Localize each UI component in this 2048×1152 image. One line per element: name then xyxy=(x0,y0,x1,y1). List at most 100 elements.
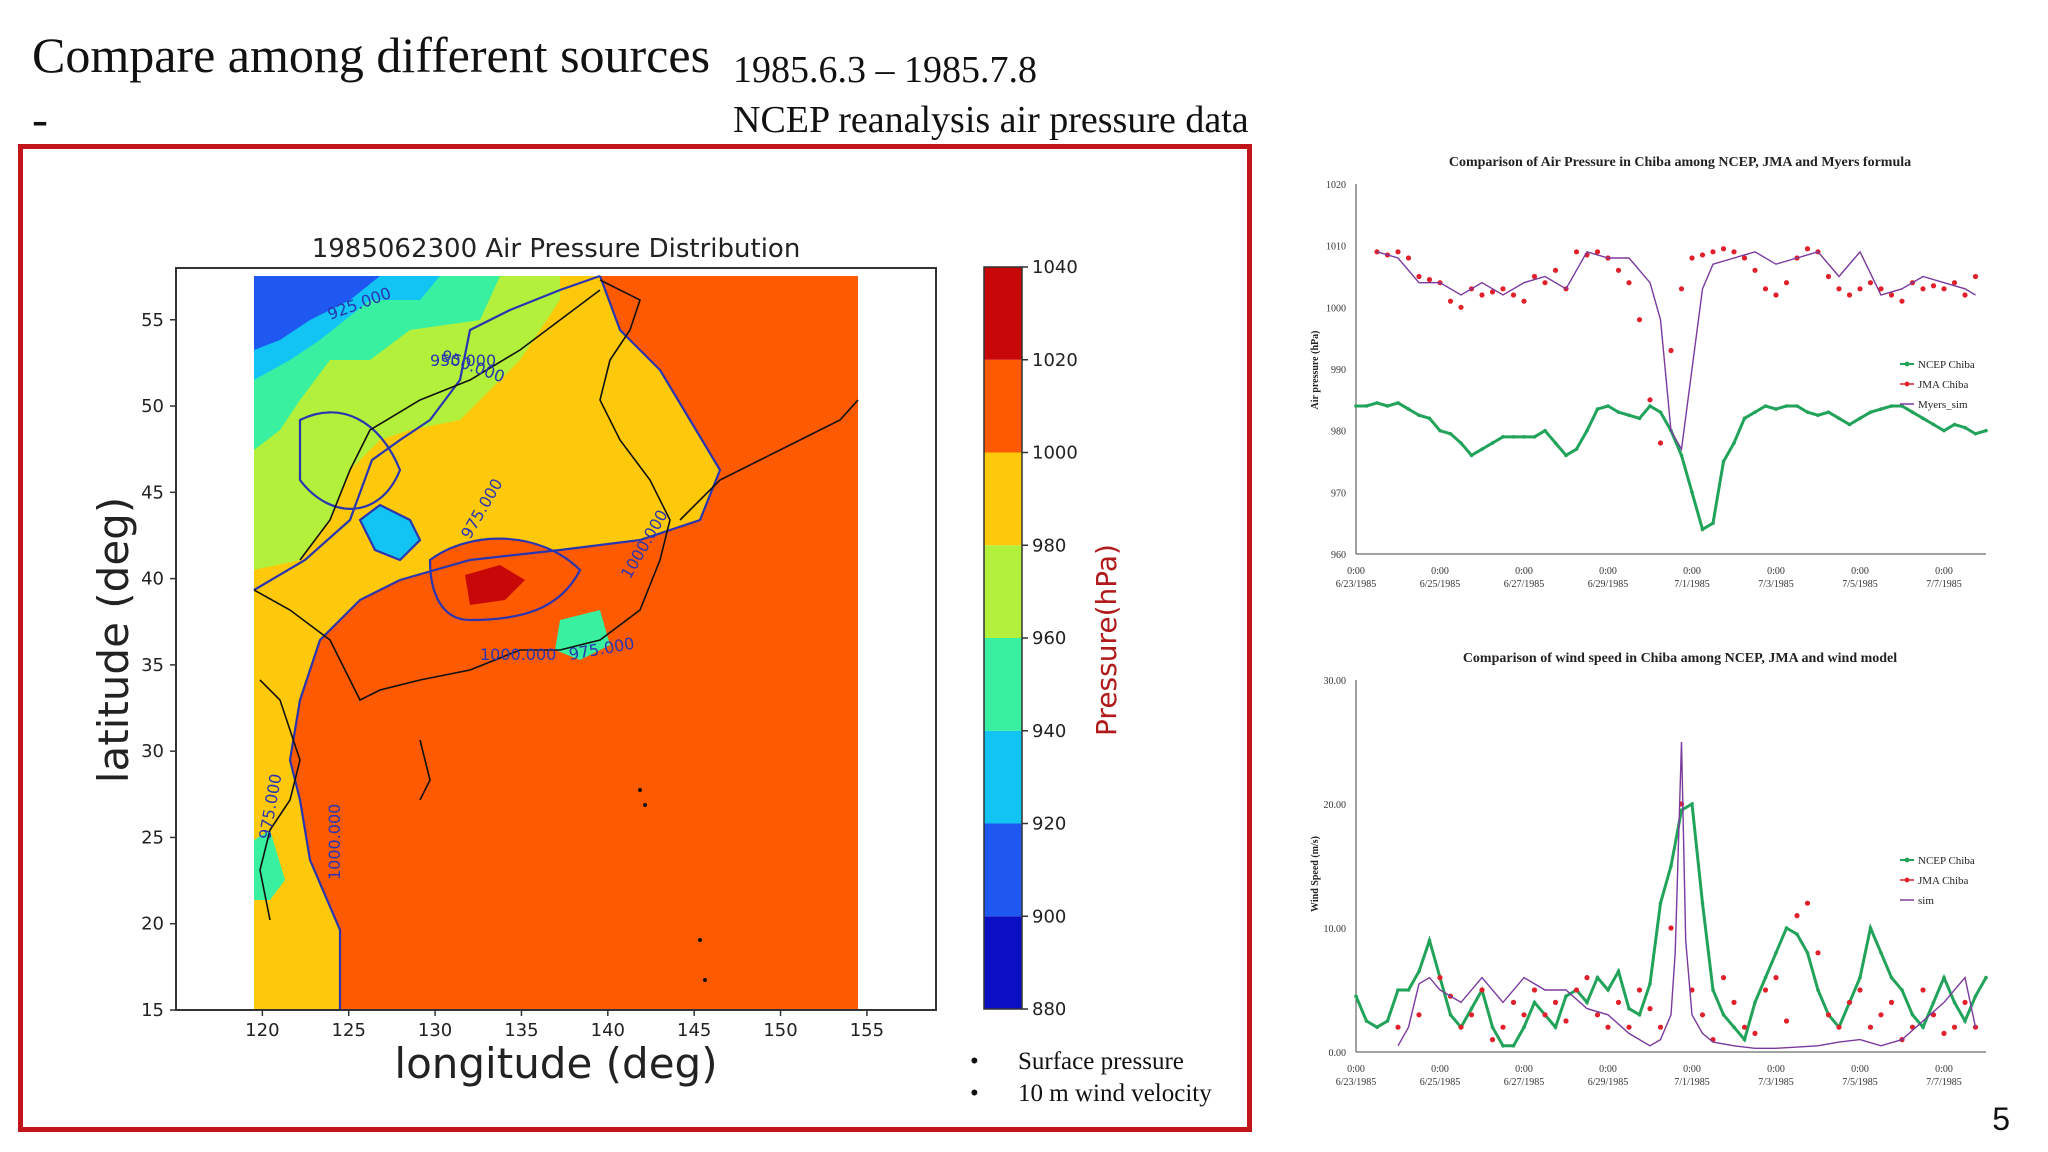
map-ylabel: latitude (deg) xyxy=(89,497,138,783)
jma-point xyxy=(1657,1024,1664,1030)
colorbar-tick-label: 980 xyxy=(1032,535,1066,556)
map-xlabel: longitude (deg) xyxy=(394,1039,717,1088)
colorbar-tick-label: 900 xyxy=(1032,906,1066,927)
jma-point xyxy=(1857,286,1863,292)
legend-label: JMA Chiba xyxy=(1918,875,1969,887)
series-sim-line xyxy=(1397,741,1977,1049)
jma-point xyxy=(1825,273,1832,280)
ncep-point xyxy=(1732,441,1736,445)
jma-point xyxy=(1668,347,1674,354)
ncep-point xyxy=(1679,453,1684,458)
x-tick-label: 0:00 7/7/1985 xyxy=(1926,1064,1962,1088)
jma-point xyxy=(1437,975,1443,981)
jma-point xyxy=(1647,1006,1653,1012)
ncep-point xyxy=(1522,1025,1526,1029)
ncep-point xyxy=(1816,988,1820,992)
jma-point xyxy=(1668,925,1674,931)
date-range: 1985.6.3 – 1985.7.8 xyxy=(733,49,1037,91)
legend-marker xyxy=(1904,877,1910,883)
map-x-tick-label: 135 xyxy=(504,1020,538,1041)
jma-point xyxy=(1552,267,1559,273)
jma-point xyxy=(1573,987,1580,993)
map-y-tick-label: 25 xyxy=(141,827,164,848)
colorbar-segment xyxy=(984,916,1022,1009)
ncep-point xyxy=(1858,975,1862,980)
x-tick-label: 0:00 6/27/1985 xyxy=(1504,566,1545,590)
ncep-point xyxy=(1711,988,1715,992)
colorbar-tick-label: 1000 xyxy=(1032,443,1078,464)
ncep-point xyxy=(1763,975,1768,980)
ncep-point xyxy=(1669,864,1673,868)
jma-point xyxy=(1962,999,1968,1005)
ncep-point xyxy=(1910,410,1915,414)
colorbar-segment xyxy=(984,359,1022,453)
jma-point xyxy=(1783,280,1790,286)
map-y-tick-label: 40 xyxy=(141,569,164,590)
ncep-point xyxy=(1606,404,1610,408)
map-x-ticks: 120 125 130 135 140 145 150 155 xyxy=(245,1010,884,1041)
bullet-item: 10 m wind velocity xyxy=(970,1080,1212,1108)
slide-subtitle: NCEP reanalysis air pressure data xyxy=(733,99,1249,141)
ncep-point xyxy=(1847,422,1852,427)
map-axes-frame xyxy=(175,267,937,1011)
ncep-point xyxy=(1889,975,1894,980)
map-y-tick-label: 35 xyxy=(141,655,164,676)
y-tick-label: 0.00 xyxy=(1329,1048,1347,1059)
ncep-point xyxy=(1480,447,1484,451)
ncep-point xyxy=(1921,416,1925,421)
ncep-point xyxy=(1627,1006,1631,1011)
ncep-point xyxy=(1385,404,1390,408)
wind-chart-ylabel: Wind Speed (m/s) xyxy=(1310,836,1321,912)
jma-point xyxy=(1878,1012,1884,1018)
ncep-point xyxy=(1606,988,1610,992)
jma-point xyxy=(1752,267,1758,273)
ncep-point xyxy=(1637,416,1642,421)
jma-point xyxy=(1594,1012,1601,1018)
jma-point xyxy=(1846,999,1853,1005)
ncep-point xyxy=(1511,1044,1516,1048)
ncep-point xyxy=(1816,413,1820,418)
legend-marker xyxy=(1904,361,1910,367)
jma-point xyxy=(1605,1024,1611,1030)
ncep-point xyxy=(1396,988,1400,992)
x-tick-label: 0:00 6/29/1985 xyxy=(1588,1064,1629,1088)
jma-point xyxy=(1657,440,1664,446)
jma-point xyxy=(1857,987,1863,993)
jma-point xyxy=(1867,1024,1874,1030)
jma-point xyxy=(1783,1018,1790,1024)
map-x-tick-label: 125 xyxy=(332,1020,366,1041)
map-x-tick-label: 155 xyxy=(850,1020,884,1041)
ncep-point xyxy=(1469,453,1474,458)
ncep-point xyxy=(1868,926,1873,930)
jma-point xyxy=(1479,987,1485,993)
ncep-point xyxy=(1585,1000,1589,1005)
colorbar-segment xyxy=(984,823,1022,917)
legend-marker xyxy=(1904,381,1910,387)
y-tick-label: 960 xyxy=(1331,550,1346,561)
colorbar-tick-label: 880 xyxy=(1032,999,1066,1020)
colorbar-segment xyxy=(984,638,1022,731)
x-tick-label: 0:00 7/5/1985 xyxy=(1842,566,1878,590)
ncep-point xyxy=(1595,975,1600,980)
map-y-ticks: 15 20 25 30 35 40 45 50 55 xyxy=(141,310,176,1021)
jma-point xyxy=(1458,304,1464,310)
map-y-tick-label: 45 xyxy=(141,482,164,503)
jma-point xyxy=(1489,1037,1496,1043)
ncep-point xyxy=(1574,447,1579,451)
x-tick-label: 0:00 7/7/1985 xyxy=(1926,566,1962,590)
ncep-point xyxy=(1417,969,1421,974)
map-x-tick-label: 120 xyxy=(245,1020,279,1041)
ncep-point xyxy=(1805,951,1810,955)
jma-point xyxy=(1615,999,1622,1005)
ncep-point xyxy=(1732,1025,1736,1029)
ncep-point xyxy=(1721,459,1726,464)
colorbar-tick-label: 920 xyxy=(1032,814,1066,835)
ncep-point xyxy=(1406,407,1411,411)
ncep-point xyxy=(1501,435,1505,439)
jma-point xyxy=(1395,1024,1401,1030)
colorbar-tick-label: 1020 xyxy=(1032,350,1078,371)
ncep-point xyxy=(1837,416,1841,421)
ncep-point xyxy=(1774,407,1778,411)
ncep-point xyxy=(1742,416,1747,421)
pressure-chart-ylabel: Air pressure (hPa) xyxy=(1310,331,1321,410)
